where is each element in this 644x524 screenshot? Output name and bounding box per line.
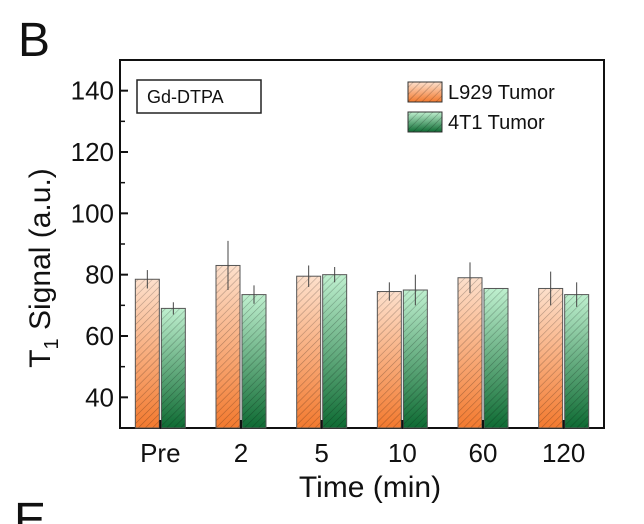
bar-l929	[296, 275, 322, 429]
bar-hatch	[134, 278, 160, 429]
legend-swatch-hatch	[408, 112, 442, 132]
bar-4t1	[241, 294, 267, 429]
bar-hatch	[376, 291, 402, 429]
panel-letter: B	[18, 14, 50, 67]
bar-l929	[134, 278, 160, 429]
annotation-text: Gd-DTPA	[147, 87, 224, 107]
y-axis-title: T1 Signal (a.u.)	[24, 168, 63, 368]
legend: L929 Tumor 4T1 Tumor	[407, 81, 555, 134]
bar-hatch	[402, 289, 428, 429]
y-tick-label: 60	[85, 321, 114, 351]
x-tick-label: 60	[469, 438, 498, 468]
bar-hatch	[457, 277, 483, 429]
bar-l929	[376, 291, 402, 429]
next-panel-letter: E	[14, 494, 46, 524]
bar-4t1	[160, 307, 186, 429]
bar-l929	[215, 264, 241, 429]
x-tick-label: 2	[234, 438, 248, 468]
legend-label: L929 Tumor	[448, 82, 555, 104]
plot-area: 40 60 80 100 120 140 Pre 2 5 10 60 120	[71, 59, 605, 468]
y-axis-title-rest: Signal (a.u.)	[24, 168, 57, 338]
bar-hatch	[538, 287, 564, 429]
y-axis-title-main: T	[24, 349, 57, 367]
x-tick-label: Pre	[140, 438, 180, 468]
legend-swatch-hatch	[408, 82, 442, 102]
bar-hatch	[296, 275, 322, 429]
y-tick-label: 120	[71, 137, 114, 167]
bar-4t1	[322, 274, 348, 429]
bar-l929	[538, 287, 564, 429]
bar-hatch	[215, 264, 241, 429]
x-tick-label: 5	[314, 438, 328, 468]
legend-label: 4T1 Tumor	[448, 112, 545, 134]
y-tick-label: 140	[71, 76, 114, 106]
x-tick-label: 10	[388, 438, 417, 468]
y-tick-label: 100	[71, 198, 114, 228]
bar-l929	[457, 277, 483, 429]
bar-hatch	[564, 294, 590, 429]
svg-text:T1 Signal (a.u.): T1 Signal (a.u.)	[24, 168, 63, 368]
y-axis-title-subscript: 1	[41, 338, 63, 349]
bar-hatch	[241, 294, 267, 429]
bar-hatch	[483, 287, 509, 429]
y-tick-label: 80	[85, 260, 114, 290]
bar-hatch	[322, 274, 348, 429]
bar-hatch	[160, 307, 186, 429]
x-tick-label: 120	[542, 438, 585, 468]
bar-4t1	[564, 294, 590, 429]
y-tick-label: 40	[85, 382, 114, 412]
bar-4t1	[402, 289, 428, 429]
x-axis-title: Time (min)	[299, 471, 441, 504]
annotation-box: Gd-DTPA	[136, 79, 262, 114]
bar-4t1	[483, 287, 509, 429]
